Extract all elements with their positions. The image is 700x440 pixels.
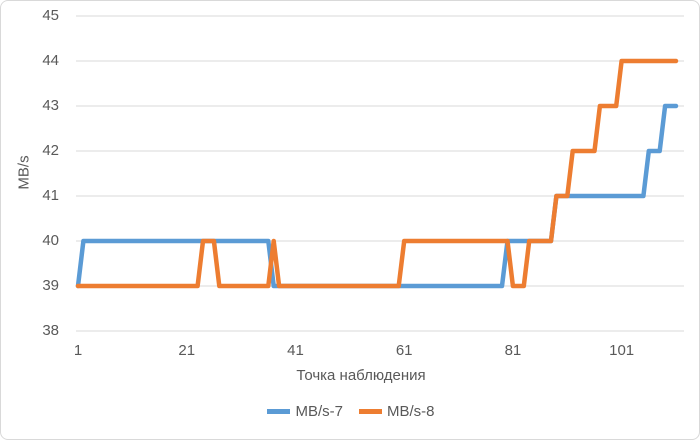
y-tick-label-43: 43	[42, 97, 59, 114]
legend-item-MB/s-8: MB/s-8	[359, 403, 435, 420]
x-tick-label-101: 101	[609, 342, 635, 359]
x-axis-title: Точка наблюдения	[296, 367, 426, 384]
legend: MB/s-7 MB/s-8	[1, 400, 699, 422]
x-tick-label-1: 1	[73, 342, 83, 359]
y-tick-label-38: 38	[42, 322, 59, 339]
legend-item-MB/s-7: MB/s-7	[267, 403, 343, 420]
y-axis-tick-labels: 38 39 40 41 42 43 44 45	[1, 1, 59, 439]
y-axis-title: MB/s	[15, 155, 33, 190]
y-tick-label-39: 39	[42, 277, 59, 294]
x-tick-label-81: 81	[504, 342, 522, 359]
y-tick-label-40: 40	[42, 232, 59, 249]
legend-line-marker-icon	[267, 408, 291, 414]
series-line-MB/s-8	[75, 58, 679, 289]
x-tick-label-21: 21	[178, 342, 196, 359]
y-tick-label-45: 45	[42, 7, 59, 24]
x-axis-tick-labels: 1 21 41 61 81 101	[1, 342, 699, 362]
legend-label: MB/s-8	[387, 402, 435, 420]
y-tick-label-42: 42	[42, 142, 59, 159]
y-tick-label-44: 44	[42, 52, 59, 69]
legend-label: MB/s-7	[295, 402, 343, 420]
x-tick-label-41: 41	[287, 342, 304, 359]
legend-line-marker-icon	[359, 408, 382, 414]
y-tick-label-41: 41	[42, 187, 59, 204]
x-tick-label-61: 61	[395, 342, 413, 359]
